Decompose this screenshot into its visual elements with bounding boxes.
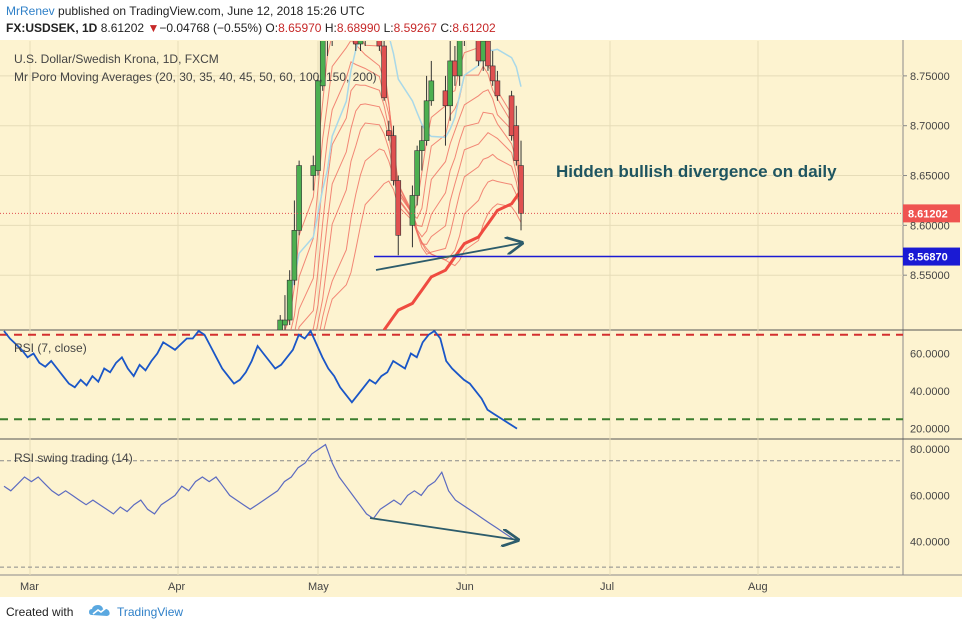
axes: Mar Apr May Jun Jul Aug 8.55000 8.60000 8.65000 8…: [20, 71, 950, 593]
swing-line: [3, 443, 518, 543]
candle-body: [395, 180, 402, 236]
quote-line: FX:USDSEK, 1D 8.61202 ▼−0.04768 (−0.55%)…: [6, 21, 496, 35]
high-value: 8.68990: [336, 21, 381, 35]
candle-body: [291, 230, 298, 281]
x-tick-label: Jul: [600, 581, 614, 593]
tradingview-logo-icon: [89, 605, 110, 616]
candle-body: [386, 130, 392, 136]
high-label: H:: [324, 21, 337, 35]
price-divergence-arrow: [375, 243, 522, 271]
candle-body: [310, 165, 317, 176]
x-tick-label: Jun: [456, 581, 474, 593]
candle-body: [357, 41, 364, 45]
swing-tick-label: 80.0000: [910, 444, 950, 456]
candle-body: [414, 150, 420, 196]
candles: [277, 41, 524, 330]
candle-body: [319, 41, 326, 87]
support-price-label: 8.56870: [908, 252, 948, 264]
price-tick-label: 8.70000: [910, 121, 950, 133]
candle-body: [485, 41, 491, 67]
candle-body: [480, 41, 487, 62]
last-price-label: 8.61202: [908, 208, 948, 220]
publisher-line: MrRenev published on TradingView.com, Ju…: [6, 4, 365, 18]
rsi-swing-label: RSI swing trading (14): [14, 451, 133, 465]
candle-body: [419, 140, 425, 151]
low-value: 8.59267: [393, 21, 437, 35]
x-tick-label: Apr: [168, 581, 185, 593]
candle-body: [442, 90, 449, 107]
candle-body: [376, 41, 383, 47]
ma-indicator-label: Mr Poro Moving Averages (20, 30, 35, 40,…: [14, 70, 377, 84]
candle-body: [447, 60, 453, 107]
candle-body: [518, 165, 524, 214]
candle-body: [513, 125, 520, 161]
author-link[interactable]: MrRenev: [6, 4, 55, 18]
chart-canvas[interactable]: 8.56870 8.61202 Mar Apr May Jun Jul Aug 8.55000…: [0, 40, 962, 597]
x-tick-label: Mar: [20, 581, 39, 593]
rsi-swing-pane: [0, 443, 903, 568]
candle-body: [277, 319, 284, 330]
candle-body: [296, 165, 302, 231]
rsi-tick-label: 20.0000: [910, 424, 950, 436]
price-tick-label: 8.55000: [910, 270, 950, 282]
candle-body: [286, 279, 293, 321]
price-tick-label: 8.65000: [910, 171, 950, 183]
candle-body: [282, 319, 288, 326]
low-label: L:: [383, 21, 394, 35]
price-tick-label: 8.60000: [910, 220, 950, 232]
down-triangle-icon: ▼: [147, 21, 160, 35]
chart-background: [0, 40, 962, 597]
candle-body: [452, 60, 458, 77]
change-value: −0.04768 (−0.55%): [159, 21, 263, 35]
last-price: 8.61202: [100, 21, 145, 35]
rsi-tick-label: 60.0000: [910, 349, 950, 361]
x-tick-label: Aug: [748, 581, 768, 593]
candle-body: [381, 45, 387, 99]
swing-tick-label: 60.0000: [910, 490, 950, 502]
support-price-badge: [903, 247, 960, 266]
rsi-pane: [0, 329, 903, 430]
candle-body: [494, 80, 501, 97]
close-label: C:: [440, 21, 453, 35]
last-price-badge: [903, 204, 960, 223]
open-label: O:: [265, 21, 279, 35]
open-value: 8.65970: [278, 21, 322, 35]
candle-body: [315, 80, 321, 171]
annotation-text: Hidden bullish divergence on daily: [556, 162, 837, 181]
x-tick-label: May: [308, 581, 329, 593]
candle-body: [423, 100, 430, 141]
price-tick-label: 8.75000: [910, 71, 950, 83]
swing-tick-label: 40.0000: [910, 537, 950, 549]
candle-body: [508, 95, 515, 136]
candle-body: [456, 41, 463, 77]
rsi-label: RSI (7, close): [14, 341, 87, 355]
swing-divergence-arrow: [369, 517, 518, 540]
footer: Created with TradingView: [0, 597, 962, 630]
candle-body: [489, 65, 496, 82]
tradingview-link[interactable]: TradingView: [117, 605, 184, 619]
close-value: 8.61202: [452, 21, 496, 35]
candle-body: [409, 195, 416, 226]
candle-body: [475, 41, 482, 62]
candle-body: [352, 41, 359, 45]
candle-body: [390, 135, 397, 181]
created-with-text: Created with: [6, 605, 74, 619]
candle-body: [428, 80, 435, 102]
rsi-tick-label: 40.0000: [910, 386, 950, 398]
rsi-line: [3, 329, 518, 430]
chart-title: U.S. Dollar/Swedish Krona, 1D, FXCM: [14, 52, 219, 66]
published-text: published on TradingView.com, June 12, 2…: [58, 4, 365, 18]
annotations: 8.56870 8.61202: [0, 204, 960, 540]
symbol-label: FX:USDSEK, 1D: [6, 21, 98, 35]
